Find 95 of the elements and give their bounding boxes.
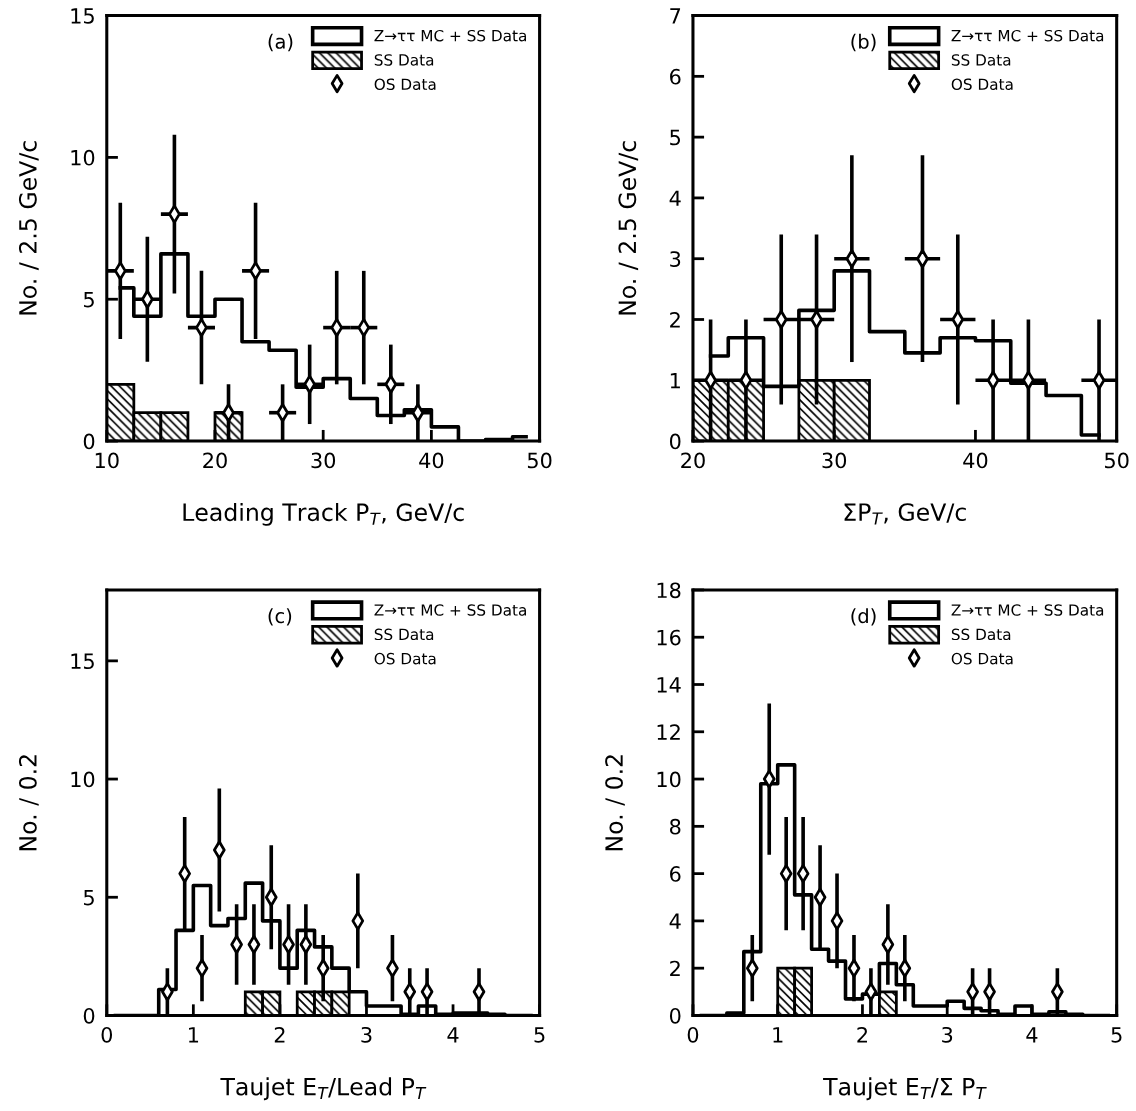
x-tick-label: 5 bbox=[534, 1027, 545, 1043]
x-tick-label: 4 bbox=[1026, 1027, 1038, 1043]
point bbox=[420, 982, 434, 1002]
y-tick-label: 10 bbox=[71, 771, 95, 788]
x-axis-title: ΣP$_{T}$, GeV/c bbox=[844, 503, 966, 525]
y-axis-title: No. / 0.2 bbox=[605, 755, 625, 851]
point bbox=[178, 864, 192, 884]
x-tick-label: 5 bbox=[1111, 1027, 1122, 1043]
point bbox=[779, 864, 793, 884]
point bbox=[845, 249, 859, 269]
point bbox=[384, 374, 398, 394]
x-tick-label: 30 bbox=[311, 452, 336, 469]
point bbox=[472, 982, 486, 1002]
legend-label: Z→ττ MC + SS Data bbox=[951, 604, 1104, 616]
legend-label: SS Data bbox=[374, 54, 434, 66]
point bbox=[264, 887, 278, 907]
point bbox=[762, 769, 776, 789]
x-tick-label: 3 bbox=[942, 1026, 953, 1043]
legend-label: OS Data bbox=[951, 78, 1013, 91]
y-tick-label: 2 bbox=[670, 311, 680, 328]
x-tick-label: 0 bbox=[101, 1026, 113, 1043]
point bbox=[113, 261, 127, 281]
point bbox=[830, 911, 844, 931]
y-tick-label: 10 bbox=[71, 149, 95, 166]
y-tick-label: 0 bbox=[669, 433, 681, 450]
y-tick-label: 16 bbox=[657, 629, 681, 646]
x-tick-label: 40 bbox=[963, 452, 988, 469]
x-tick-label: 2 bbox=[274, 1026, 285, 1043]
point bbox=[351, 911, 365, 931]
x-tick-label: 1 bbox=[189, 1027, 199, 1043]
x-tick-label: 20 bbox=[203, 452, 227, 469]
x-tick-label: 1 bbox=[773, 1027, 783, 1043]
y-axis-title: No. / 0.2 bbox=[18, 755, 39, 851]
y-tick-label: 12 bbox=[657, 724, 680, 740]
legend-label: SS Data bbox=[951, 628, 1011, 641]
point bbox=[316, 958, 330, 978]
x-tick-label: 0 bbox=[687, 1026, 699, 1043]
legend-label: OS Data bbox=[951, 652, 1013, 665]
x-tick-label: 30 bbox=[822, 452, 847, 469]
legend-label: SS Data bbox=[951, 54, 1011, 66]
y-tick-label: 3 bbox=[670, 251, 681, 267]
y-tick-label: 8 bbox=[670, 818, 681, 835]
annotation: (a) bbox=[268, 33, 293, 52]
y-axis-title: No. / 2.5 GeV/c bbox=[618, 141, 639, 315]
point bbox=[403, 982, 417, 1002]
y-tick-label: 1 bbox=[670, 373, 680, 389]
point bbox=[813, 887, 827, 907]
y-axis-title: No. / 2.5 GeV/c bbox=[18, 141, 39, 315]
x-tick-label: 2 bbox=[857, 1026, 867, 1043]
y-tick-label: 15 bbox=[71, 8, 94, 24]
legend-label: OS Data bbox=[374, 78, 436, 91]
point bbox=[898, 958, 912, 978]
y-tick-label: 0 bbox=[83, 1007, 95, 1024]
y-tick-label: 10 bbox=[657, 771, 681, 788]
legend-label: OS Data bbox=[374, 652, 436, 665]
point bbox=[864, 982, 878, 1002]
x-tick-label: 4 bbox=[447, 1027, 459, 1043]
x-axis-title: Leading Track P$_{T}$, GeV/c bbox=[183, 502, 464, 526]
annotation: (b) bbox=[851, 33, 876, 52]
x-tick-label: 3 bbox=[361, 1026, 372, 1043]
y-tick-label: 5 bbox=[84, 291, 94, 308]
x-tick-label: 40 bbox=[419, 452, 444, 469]
point bbox=[411, 403, 425, 423]
x-tick-label: 50 bbox=[527, 452, 552, 469]
x-tick-label: 10 bbox=[95, 452, 119, 469]
point bbox=[847, 958, 861, 978]
x-tick-label: 20 bbox=[681, 452, 705, 469]
legend-label: Z→ττ MC + SS Data bbox=[374, 29, 526, 42]
y-tick-label: 4 bbox=[669, 913, 681, 929]
point bbox=[195, 958, 209, 978]
y-tick-label: 7 bbox=[670, 8, 681, 24]
y-tick-label: 18 bbox=[657, 582, 681, 599]
y-tick-label: 15 bbox=[71, 653, 94, 670]
point bbox=[796, 864, 810, 884]
y-tick-label: 0 bbox=[669, 1007, 681, 1024]
x-axis-title: Taujet E$_{T}$/Σ P$_{T}$ bbox=[823, 1077, 987, 1101]
point bbox=[739, 370, 753, 390]
y-tick-label: 2 bbox=[670, 960, 680, 977]
y-tick-label: 6 bbox=[670, 866, 681, 882]
y-tick-label: 14 bbox=[657, 677, 681, 693]
legend-label: Z→ττ MC + SS Data bbox=[951, 29, 1104, 42]
y-tick-label: 6 bbox=[670, 68, 681, 85]
y-tick-label: 0 bbox=[83, 433, 95, 450]
x-tick-label: 50 bbox=[1105, 452, 1129, 469]
annotation: (c) bbox=[268, 608, 292, 626]
y-tick-label: 4 bbox=[669, 190, 681, 206]
point bbox=[986, 370, 1000, 390]
y-tick-label: 5 bbox=[84, 889, 94, 906]
point bbox=[745, 958, 759, 978]
annotation: (d) bbox=[851, 608, 876, 626]
point bbox=[1092, 370, 1106, 390]
x-axis-title: Taujet E$_{T}$/Lead P$_{T}$ bbox=[220, 1077, 427, 1101]
y-tick-label: 5 bbox=[670, 129, 681, 146]
legend-label: Z→ττ MC + SS Data bbox=[374, 604, 526, 616]
legend-label: SS Data bbox=[374, 628, 434, 641]
